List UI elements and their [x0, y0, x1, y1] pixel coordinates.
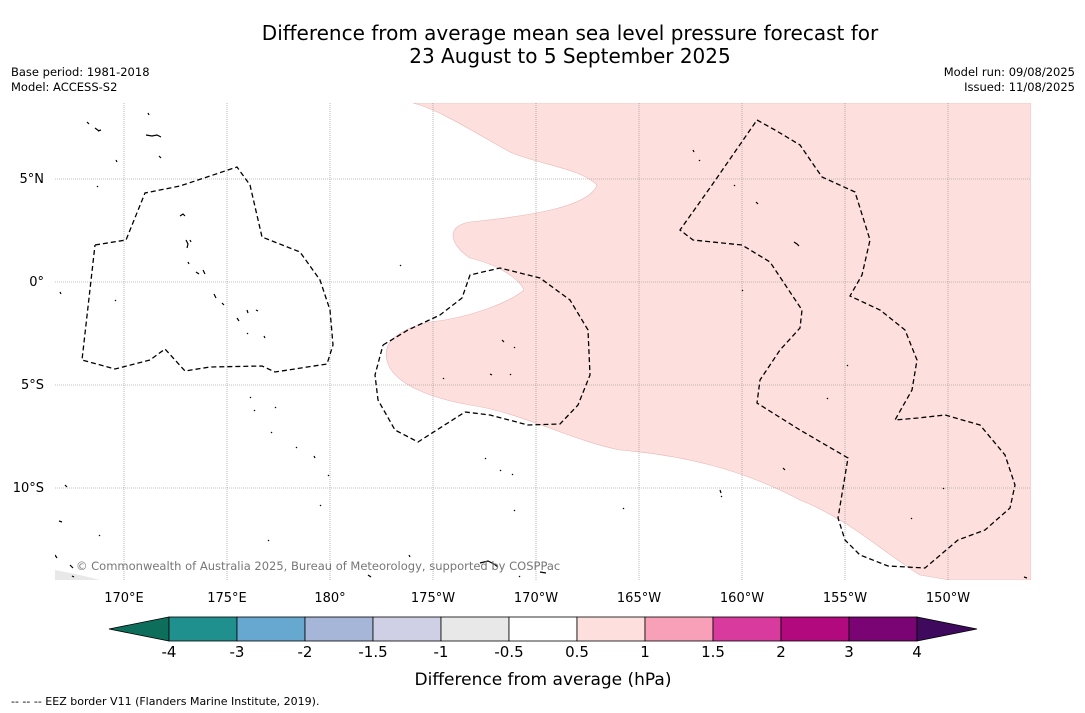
lon-label: 180°: [314, 591, 345, 606]
lon-label: 175°W: [411, 591, 455, 606]
colorbar-segment: [712, 616, 782, 642]
eez-line-islands: [679, 119, 1016, 569]
colorbar-tick-label: 4: [912, 643, 922, 661]
colorbar-tick-label: -1.5: [358, 643, 387, 661]
land-corner: [55, 570, 100, 580]
issued-date: Issued: 11/08/2025: [964, 80, 1075, 94]
map-area: [55, 103, 1031, 580]
colorbar-segment: [440, 616, 510, 642]
colorbar-extend-high: [916, 616, 978, 642]
lon-label: 155°W: [823, 591, 867, 606]
colorbar-tick-label: 2: [776, 643, 786, 661]
model-name: Model: ACCESS-S2: [11, 80, 118, 94]
colorbar-tick-label: 1: [640, 643, 650, 661]
eez-kiribati-gilbert: [81, 166, 334, 373]
islands: [55, 112, 1028, 579]
colorbar-segment: [780, 616, 850, 642]
colorbar-segment: [644, 616, 714, 642]
copyright-credit: © Commonwealth of Australia 2025, Bureau…: [76, 559, 560, 573]
colorbar-segment: [576, 616, 646, 642]
meta-left: Base period: 1981-2018 Model: ACCESS-S2: [11, 65, 150, 95]
colorbar-ticks: -4 -3 -2 -1.5 -1 -0.5 0.5 1 1.5 2 3 4: [162, 643, 922, 661]
lat-label: 5°S: [21, 378, 44, 393]
meta-right: Model run: 09/08/2025 Issued: 11/08/2025: [944, 65, 1075, 95]
lat-label: 0°: [29, 275, 44, 290]
colorbar-segment: [304, 616, 374, 642]
colorbar-tick-label: -2: [298, 643, 313, 661]
lon-label: 150°W: [926, 591, 970, 606]
lon-label: 175°E: [207, 591, 247, 606]
lon-label: 170°W: [514, 591, 558, 606]
pressure-anomaly-area: [385, 103, 1031, 580]
gridlines: [55, 103, 1031, 580]
colorbar-segment: [508, 616, 578, 642]
lon-label: 160°W: [720, 591, 764, 606]
title-line-1: Difference from average mean sea level p…: [261, 21, 879, 45]
colorbar-tick-label: 0.5: [565, 643, 589, 661]
colorbar-tick-label: -3: [230, 643, 245, 661]
lat-label: 10°S: [13, 481, 44, 496]
colorbar-tick-label: 1.5: [701, 643, 725, 661]
colorbar-segment: [372, 616, 442, 642]
colorbar-title: Difference from average (hPa): [415, 670, 672, 690]
lon-label: 170°E: [104, 591, 144, 606]
map-title: Difference from average mean sea level p…: [0, 22, 1085, 68]
colorbar-tick-label: -4: [162, 643, 177, 661]
colorbar-extend-low: [108, 616, 170, 642]
model-run: Model run: 09/08/2025: [943, 65, 1075, 79]
lat-label: 5°N: [20, 172, 45, 187]
latitude-labels: 5°N 0° 5°S 10°S: [13, 172, 44, 496]
longitude-labels: 170°E 175°E 180° 175°W 170°W 165°W 160°W…: [104, 591, 970, 606]
title-line-2: 23 August to 5 September 2025: [409, 44, 731, 68]
colorbar-tick-label: -0.5: [494, 643, 523, 661]
colorbar-segment: [848, 616, 918, 642]
colorbar: [108, 616, 978, 642]
colorbar-tick-label: 3: [844, 643, 854, 661]
eez-borders: [81, 119, 1016, 569]
colorbar-tick-label: -1: [434, 643, 449, 661]
lon-label: 165°W: [617, 591, 661, 606]
colorbar-segment: [168, 616, 238, 642]
colorbar-segment: [236, 616, 306, 642]
eez-phoenix: [374, 267, 591, 443]
eez-footnote: -- -- -- EEZ border V11 (Flanders Marine…: [11, 695, 320, 708]
base-period: Base period: 1981-2018: [11, 65, 150, 79]
